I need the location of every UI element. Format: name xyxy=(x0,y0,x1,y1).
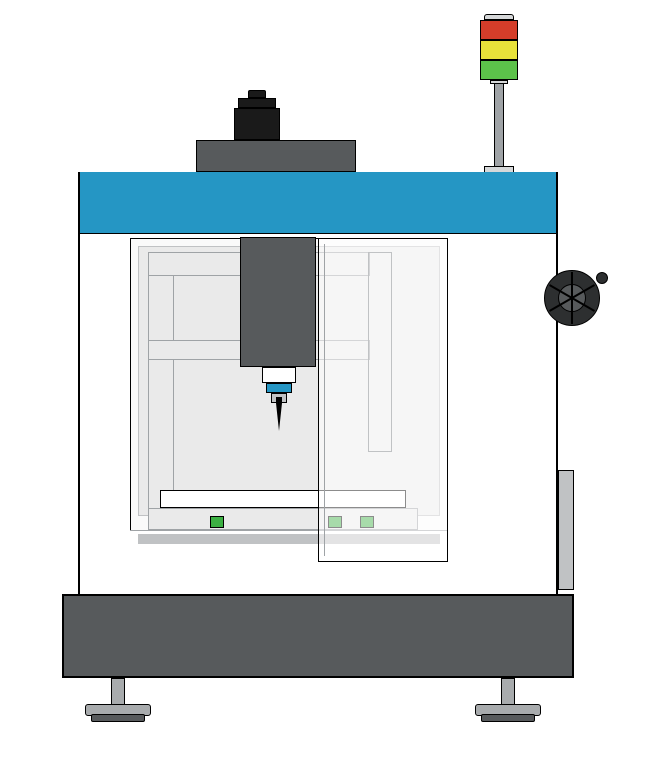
machine-base xyxy=(62,594,574,678)
signal-tower xyxy=(480,20,518,172)
spindle-motor xyxy=(196,90,356,172)
header-band xyxy=(78,172,558,234)
cutting-tool xyxy=(276,403,282,431)
